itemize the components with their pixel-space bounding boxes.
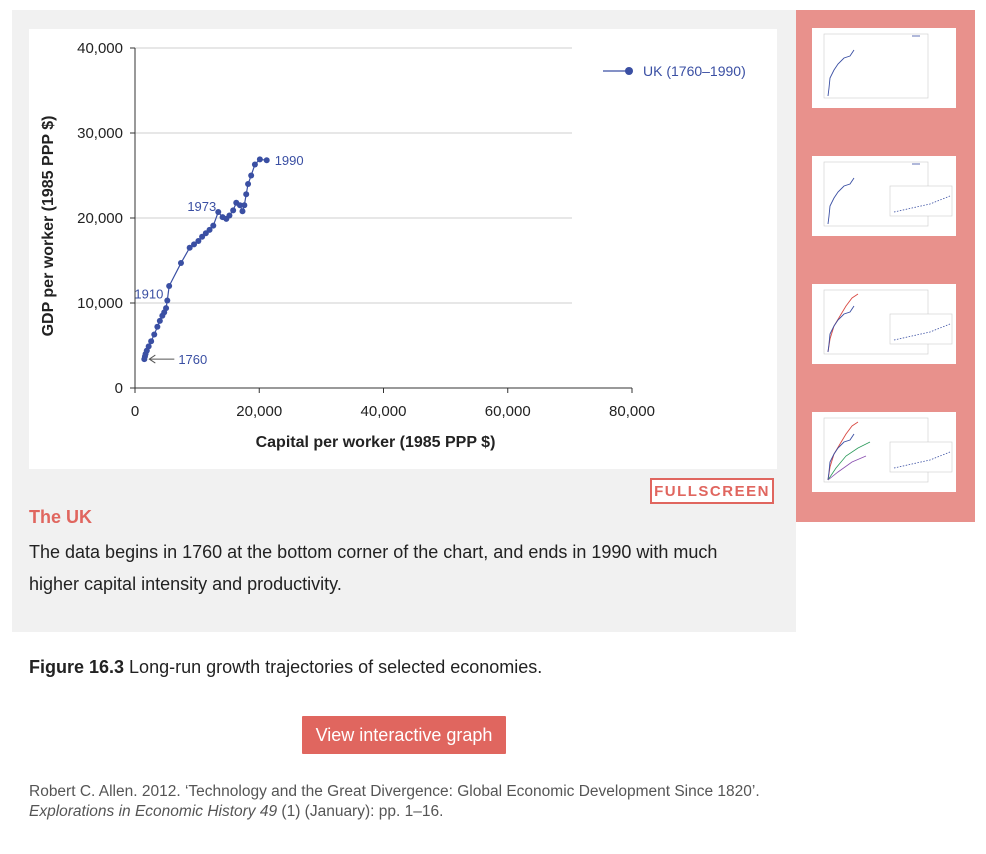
data-point xyxy=(191,241,198,248)
data-point xyxy=(239,208,246,215)
fullscreen-button[interactable]: FULLSCREEN xyxy=(650,478,774,504)
thumbnail-rail xyxy=(796,10,975,522)
y-tick-label: 10,000 xyxy=(77,295,123,312)
data-point xyxy=(251,161,258,168)
y-tick-label: 40,000 xyxy=(77,40,123,57)
data-point xyxy=(226,212,233,219)
source-citation: Robert C. Allen. 2012. ‘Technology and t… xyxy=(29,782,789,822)
chart-card: 0 10,000 20,000 30,000 40,000 0 20,000 40,000 60… xyxy=(29,29,777,469)
view-interactive-graph-button[interactable]: View interactive graph xyxy=(302,716,506,754)
source-journal: Explorations in Economic History 49 xyxy=(29,803,278,820)
series-line xyxy=(143,158,267,360)
data-point xyxy=(163,305,170,312)
annotation-label: 1910 xyxy=(134,286,163,301)
y-tick-label: 20,000 xyxy=(77,210,123,227)
step-title: The UK xyxy=(29,507,92,527)
data-point xyxy=(195,237,202,244)
data-point xyxy=(243,191,250,198)
thumbnail-step-3-preview xyxy=(823,289,953,355)
data-point xyxy=(145,343,152,350)
data-point xyxy=(245,181,252,187)
y-tick-label: 0 xyxy=(115,380,123,397)
x-tick-label: 80,000 xyxy=(609,403,655,420)
data-point xyxy=(148,338,155,345)
data-point xyxy=(177,260,184,267)
data-point xyxy=(256,156,263,163)
data-point xyxy=(166,283,173,289)
figure-caption: Figure 16.3 Long-run growth trajectories… xyxy=(29,657,542,678)
thumbnail-step-4[interactable] xyxy=(812,412,956,492)
legend-marker xyxy=(625,67,633,75)
data-point xyxy=(263,157,270,164)
data-point xyxy=(206,226,213,233)
thumbnail-step-1-preview xyxy=(823,33,929,99)
thumbnail-step-4-preview xyxy=(823,417,953,483)
annotation-label: 1760 xyxy=(178,352,207,367)
x-tick-label: 40,000 xyxy=(361,403,407,420)
legend-label: UK (1760–1990) xyxy=(643,63,746,79)
x-tick-label: 60,000 xyxy=(485,403,531,420)
data-point xyxy=(248,172,255,179)
data-point xyxy=(241,202,248,209)
x-tick-label: 0 xyxy=(131,403,139,420)
caption-number: Figure 16.3 xyxy=(29,657,125,677)
annotation-label: 1990 xyxy=(275,153,304,168)
annotation-arrow-head xyxy=(148,354,156,364)
data-point xyxy=(215,209,222,216)
thumbnail-step-1[interactable] xyxy=(812,28,956,108)
source-prefix: Robert C. Allen. 2012. ‘Technology and t… xyxy=(29,783,760,800)
step-description: The data begins in 1760 at the bottom co… xyxy=(29,542,718,594)
data-point xyxy=(164,297,171,304)
x-axis-label: Capital per worker (1985 PPP $) xyxy=(256,434,496,451)
uk-growth-chart: 0 10,000 20,000 30,000 40,000 0 20,000 40,000 60… xyxy=(40,40,746,451)
thumbnail-step-2-preview xyxy=(823,161,953,227)
data-point xyxy=(154,323,161,330)
data-point xyxy=(210,222,217,229)
thumbnail-step-3[interactable] xyxy=(812,284,956,364)
caption-text: Long-run growth trajectories of selected… xyxy=(124,657,543,677)
data-point xyxy=(186,244,193,251)
y-axis-label: GDP per worker (1985 PPP $) xyxy=(40,116,57,337)
thumbnail-step-2[interactable] xyxy=(812,156,956,236)
x-tick-label: 20,000 xyxy=(236,403,282,420)
data-point xyxy=(156,317,163,324)
source-suffix: (1) (January): pp. 1–16. xyxy=(277,803,444,820)
annotation-label: 1973 xyxy=(187,199,216,214)
data-point xyxy=(236,202,243,209)
data-point xyxy=(230,207,237,214)
y-tick-label: 30,000 xyxy=(77,125,123,142)
data-point xyxy=(151,331,158,338)
